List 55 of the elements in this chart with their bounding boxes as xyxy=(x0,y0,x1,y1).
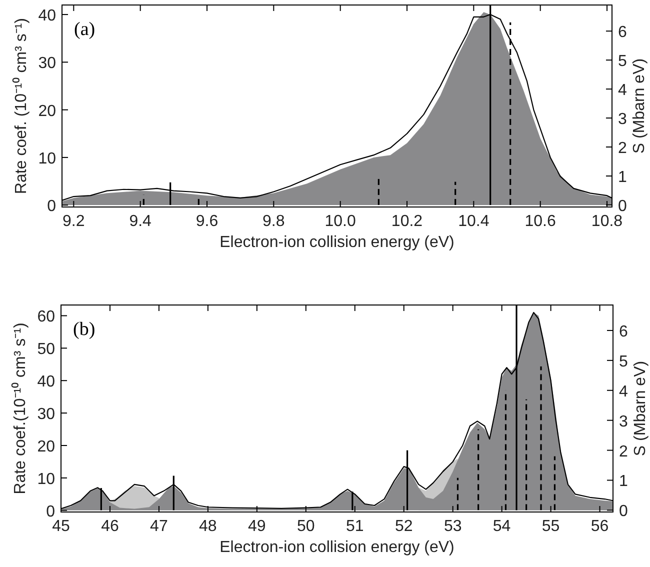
y2-tick-label: 6 xyxy=(619,323,628,340)
x-tick-label: 10.4 xyxy=(458,213,490,230)
y2-tick-label: 6 xyxy=(618,24,627,42)
y-tick-label: 20 xyxy=(37,438,56,456)
y2-tick-label: 1 xyxy=(619,473,628,490)
x-tick-label: 51 xyxy=(346,518,364,535)
y-tick-label: 40 xyxy=(37,374,56,391)
x-tick-label: 9.2 xyxy=(62,213,85,230)
y-tick-label: 40 xyxy=(38,8,56,25)
x-tick-label: 55 xyxy=(542,518,560,535)
y2-tick-label: 4 xyxy=(619,383,628,400)
y2-tick-label: 3 xyxy=(619,413,628,430)
y2-tick-label: 4 xyxy=(618,82,627,100)
y-axis-title: Rate coef.(10⁻¹⁰ cm³ s⁻¹) xyxy=(11,322,29,494)
x-tick-label: 56 xyxy=(590,518,609,535)
y-tick-label: 10 xyxy=(38,150,56,168)
x-tick-label: 50 xyxy=(297,518,315,535)
annotation: (b) xyxy=(73,319,96,340)
x-tick-label: 46 xyxy=(101,518,119,535)
x-axis-title: Electron-ion collision energy (eV) xyxy=(220,539,454,556)
y2-tick-label: 0 xyxy=(618,198,627,215)
y2-axis-title: S (Mbarn eV) xyxy=(632,360,649,456)
y2-tick-label: 5 xyxy=(618,53,627,70)
x-tick-label: 52 xyxy=(394,518,413,535)
y-axis-title: Rate coef. (10⁻¹⁰ cm³ s⁻¹) xyxy=(12,18,30,194)
x-tick-label: 10.8 xyxy=(591,213,623,230)
y2-tick-label: 2 xyxy=(618,140,627,158)
x-tick-label: 49 xyxy=(248,518,266,535)
y2-tick-label: 2 xyxy=(619,443,628,460)
x-axis-title: Electron-ion collision energy (eV) xyxy=(220,234,454,251)
y-tick-label: 10 xyxy=(37,470,56,488)
y-tick-label: 0 xyxy=(46,503,56,520)
y2-axis-title: S (Mbarn eV) xyxy=(631,58,648,154)
x-tick-label: 47 xyxy=(150,518,168,535)
y-tick-label: 0 xyxy=(47,198,56,216)
y-tick-label: 60 xyxy=(37,308,56,326)
x-tick-label: 54 xyxy=(492,518,511,535)
y-tick-label: 50 xyxy=(37,341,56,358)
y-tick-label: 20 xyxy=(38,102,56,120)
y2-tick-label: 1 xyxy=(618,168,627,186)
x-tick-label: 10.6 xyxy=(524,213,556,230)
y-tick-label: 30 xyxy=(38,55,56,72)
x-tick-label: 9.4 xyxy=(129,213,152,230)
x-tick-label: 10.2 xyxy=(391,213,423,230)
x-tick-label: 10.0 xyxy=(324,213,356,230)
x-tick-label: 9.6 xyxy=(196,213,218,230)
annotation: (a) xyxy=(74,19,96,40)
x-tick-label: 45 xyxy=(52,518,70,535)
y-tick-label: 30 xyxy=(37,406,56,424)
x-tick-label: 53 xyxy=(444,518,462,535)
x-tick-label: 48 xyxy=(199,518,217,535)
x-tick-label: 9.8 xyxy=(262,213,285,230)
y2-tick-label: 5 xyxy=(619,353,628,370)
y2-tick-label: 3 xyxy=(618,111,627,128)
y2-tick-label: 0 xyxy=(619,503,628,520)
